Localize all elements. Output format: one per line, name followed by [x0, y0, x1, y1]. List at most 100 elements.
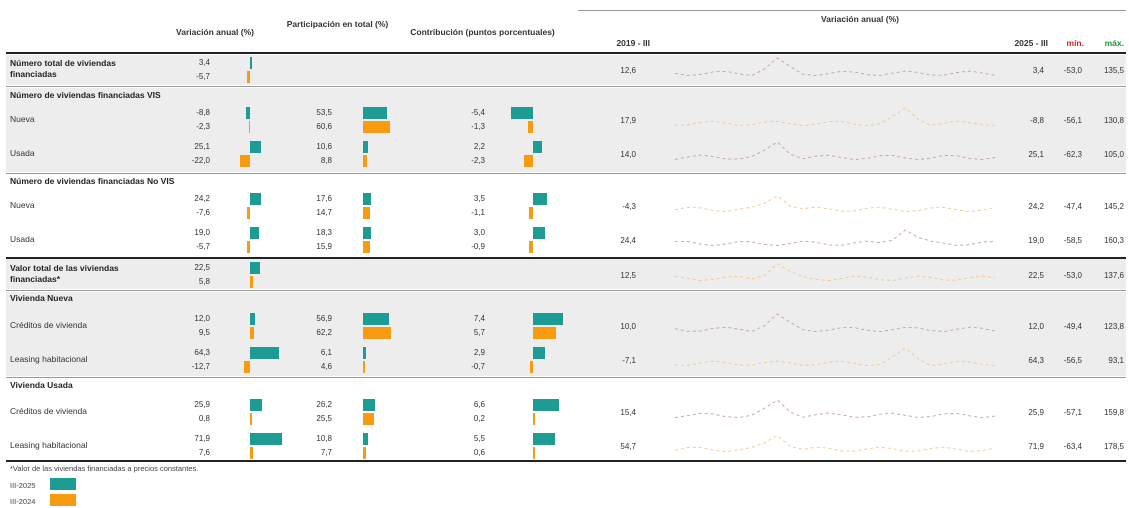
participacion-value: 25,5 — [316, 414, 332, 423]
contribucion-value: -2,3 — [471, 156, 485, 165]
variacion-value: 25,9 — [194, 400, 210, 409]
row-label: Nueva — [10, 200, 35, 210]
spark-max-value: 137,6 — [1103, 271, 1124, 280]
variacion-bar — [250, 57, 252, 69]
variacion-value: -5,7 — [196, 72, 210, 81]
variacion-bar — [247, 241, 250, 253]
spark-start-value: 14,0 — [620, 150, 636, 159]
participacion-bar — [363, 155, 367, 167]
legend-swatch-previous — [50, 494, 76, 506]
variacion-value: 12,0 — [194, 314, 210, 323]
spark-min-value: -47,4 — [1063, 202, 1082, 211]
spark-min-value: -56,1 — [1063, 116, 1082, 125]
participacion-bar — [363, 347, 366, 359]
contribucion-bar — [530, 361, 533, 373]
participacion-value: 18,3 — [316, 228, 332, 237]
variacion-value: -7,6 — [196, 208, 210, 217]
participacion-bar — [363, 361, 366, 373]
variacion-value: 3,4 — [198, 58, 210, 67]
contribucion-bar — [533, 313, 563, 325]
variacion-bar — [246, 207, 250, 219]
contribucion-value: 2,2 — [473, 142, 485, 151]
participacion-bar — [363, 121, 391, 133]
participacion-bar — [363, 107, 388, 119]
spark-start-value: -4,3 — [622, 202, 636, 211]
row-label: Usada — [10, 234, 35, 244]
variacion-bar — [250, 141, 262, 153]
spark-end-value: 12,0 — [1028, 322, 1044, 331]
header-participacion: Participación en total (%) — [286, 19, 389, 29]
variacion-bar — [250, 193, 261, 205]
spark-end-value: 25,9 — [1028, 408, 1044, 417]
variacion-bar — [250, 313, 256, 325]
row-label: Valor total de las viviendas financiadas… — [10, 263, 119, 284]
legend-label-current: III-2025 — [10, 481, 36, 490]
sparkline — [674, 399, 996, 419]
variacion-bar — [250, 347, 279, 359]
participacion-bar — [363, 141, 368, 153]
contribucion-bar — [533, 327, 556, 339]
row-label: Leasing habitacional — [10, 440, 88, 450]
sparkline — [674, 195, 996, 213]
spark-max-value: 93,1 — [1108, 356, 1124, 365]
spark-max-value: 130,8 — [1103, 116, 1124, 125]
variacion-bar — [240, 155, 250, 167]
row-label: Créditos de vivienda — [10, 406, 88, 416]
contribucion-value: 5,7 — [473, 328, 485, 337]
spark-start-value: 17,9 — [620, 116, 636, 125]
contribucion-value: 6,6 — [473, 400, 485, 409]
participacion-value: 26,2 — [316, 400, 332, 409]
contribucion-value: 5,5 — [473, 434, 485, 443]
sparkline-path — [674, 263, 996, 282]
participacion-value: 7,7 — [320, 448, 332, 457]
spark-start-value: 24,4 — [620, 236, 636, 245]
row-shade-nueva — [6, 292, 1126, 376]
variacion-value: 25,1 — [194, 142, 210, 151]
row-label: Leasing habitacional — [10, 354, 88, 364]
spark-max-value: 160,3 — [1103, 236, 1124, 245]
spark-max-value: 105,0 — [1103, 150, 1124, 159]
rule-1 — [6, 86, 1126, 87]
contribucion-value: -1,3 — [471, 122, 485, 131]
variacion-bar — [244, 361, 250, 373]
variacion-value: 19,0 — [194, 228, 210, 237]
contribucion-value: -1,1 — [471, 208, 485, 217]
contribucion-bar — [533, 447, 536, 459]
variacion-bar — [246, 107, 250, 119]
contribucion-value: 0,2 — [473, 414, 485, 423]
contribucion-value: 7,4 — [473, 314, 485, 323]
participacion-value: 14,7 — [316, 208, 332, 217]
row-label: Créditos de vivienda — [10, 320, 88, 330]
spark-end-value: -8,8 — [1030, 116, 1044, 125]
participacion-bar — [363, 313, 389, 325]
variacion-bar — [250, 399, 262, 411]
row-label: Usada — [10, 148, 35, 158]
contribucion-bar — [533, 347, 545, 359]
contribucion-bar — [533, 399, 560, 411]
variacion-value: 22,5 — [194, 263, 210, 272]
spark-min-value: -53,0 — [1063, 271, 1082, 280]
variacion-bar — [250, 227, 259, 239]
spark-max-value: 123,8 — [1103, 322, 1124, 331]
contribucion-value: 3,0 — [473, 228, 485, 237]
variacion-value: 71,9 — [194, 434, 210, 443]
spark-start-value: 15,4 — [620, 408, 636, 417]
participacion-bar — [363, 227, 372, 239]
spark-start-value: 10,0 — [620, 322, 636, 331]
spark-end-value: 24,2 — [1028, 202, 1044, 211]
spark-min-value: -53,0 — [1063, 66, 1082, 75]
variacion-value: 0,8 — [198, 414, 210, 423]
spark-max-value: 159,8 — [1103, 408, 1124, 417]
spark-min-value: -58,5 — [1063, 236, 1082, 245]
rule-4 — [6, 290, 1126, 291]
contribucion-bar — [529, 241, 533, 253]
sparkline — [674, 57, 996, 77]
participacion-value: 10,8 — [316, 434, 332, 443]
participacion-bar — [363, 433, 368, 445]
row-shade-total — [6, 55, 1126, 85]
header-variacion: Variación anual (%) — [176, 27, 254, 37]
contribucion-bar — [533, 433, 555, 445]
rule-3 — [6, 257, 1126, 259]
variacion-bar — [247, 71, 250, 83]
